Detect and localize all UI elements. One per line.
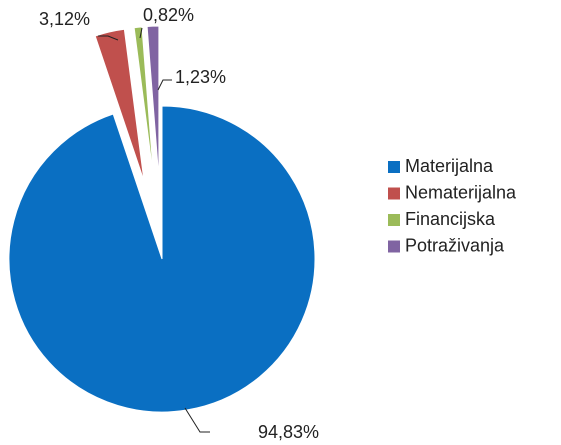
leader-line [98, 35, 119, 41]
legend-swatch [388, 240, 400, 253]
leader-line [157, 79, 172, 91]
legend-label: Nematerijalna [405, 182, 517, 202]
legend-swatch [388, 161, 400, 173]
legend-label: Potraživanja [405, 235, 505, 255]
legend-swatch [388, 214, 400, 226]
data-label: 94,83% [258, 422, 319, 442]
pie-slice [133, 26, 155, 180]
data-label: 1,23% [175, 67, 226, 87]
pie-slice [146, 25, 160, 180]
pie-slice [8, 105, 316, 413]
data-label: 3,12% [39, 9, 90, 29]
legend-swatch [388, 187, 400, 200]
pie-slice [94, 28, 145, 182]
data-label: 0,82% [143, 5, 194, 25]
legend-label: Financijska [405, 209, 496, 229]
legend-label: Materijalna [405, 156, 494, 176]
leader-line [139, 27, 143, 39]
leader-line [184, 407, 210, 433]
